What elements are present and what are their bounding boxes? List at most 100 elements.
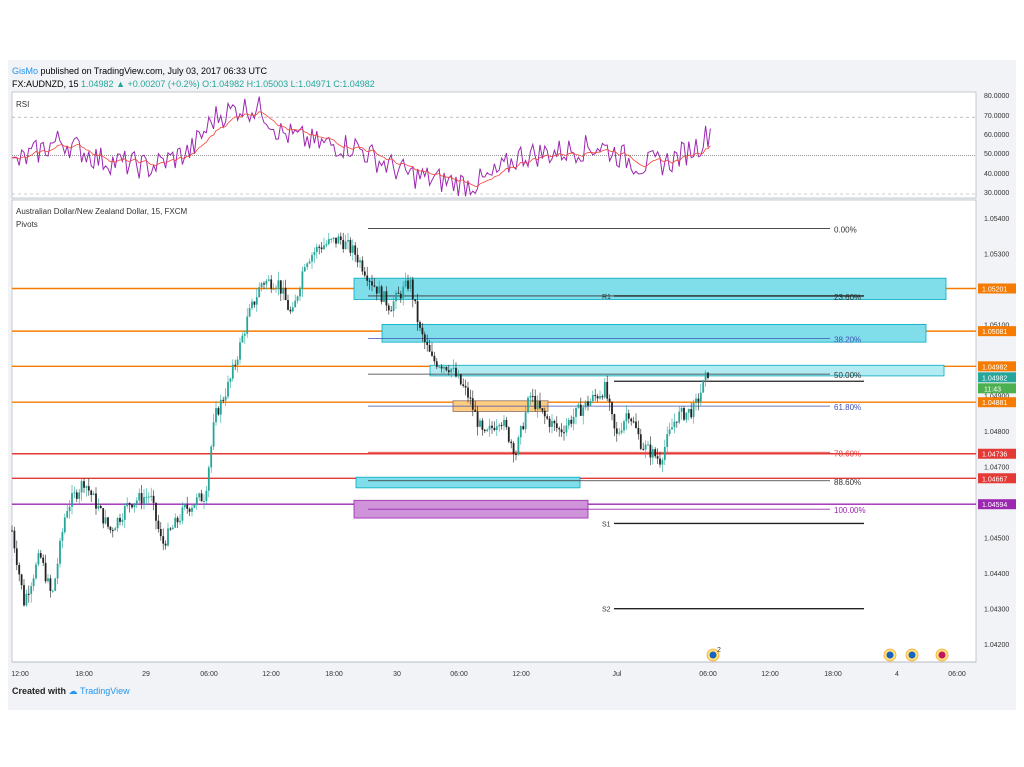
candle-body — [80, 481, 83, 493]
candle-body — [47, 578, 49, 582]
candle-body — [572, 416, 575, 424]
candle-body — [253, 301, 256, 305]
rsi-tick: 40.0000 — [984, 171, 1009, 178]
candle-body — [99, 506, 102, 509]
tradingview-brand[interactable]: TradingView — [80, 686, 130, 696]
time-axis[interactable]: 12:00 18:00 29 06:00 12:00 18:00 30 06:00 12:00 J… — [11, 671, 966, 678]
candle-body — [474, 409, 477, 412]
price-tick: 1.04700 — [984, 465, 1009, 472]
candle-body — [428, 344, 431, 352]
candle-body — [404, 280, 407, 287]
main-title: Australian Dollar/New Zealand Dollar, 15… — [16, 207, 188, 216]
candle-body — [615, 428, 618, 434]
symbol-label: FX:AUDNZD, 15 — [12, 79, 79, 89]
candle-body — [95, 493, 97, 509]
candle-body — [459, 374, 462, 385]
candle-body — [515, 454, 517, 456]
candle-body — [167, 528, 169, 546]
candle-body — [71, 493, 73, 507]
rsi-pane[interactable] — [11, 91, 977, 199]
candle-body — [23, 585, 25, 606]
fibonacci-retracement[interactable]: 0.00% 23.60% 38.20% 50.00% 61.80% 78.60% 88.60… — [368, 225, 866, 515]
candle-body — [239, 342, 241, 360]
price-tick: 1.04400 — [984, 571, 1009, 578]
zone-rect[interactable] — [355, 476, 581, 489]
candle-body — [231, 364, 234, 379]
tradingview-logo-icon: ☁ — [68, 686, 78, 696]
price-tick: 1.04800 — [984, 429, 1009, 436]
candle-body — [500, 424, 503, 426]
time-tick: 06:00 — [948, 671, 966, 678]
candle-body — [642, 448, 645, 450]
candle-body — [505, 419, 508, 428]
candle-body — [488, 425, 491, 430]
candle-body — [85, 486, 88, 488]
candle-body — [243, 333, 246, 336]
candle-body — [541, 408, 544, 411]
candle-body — [517, 437, 520, 455]
candle-body — [555, 423, 558, 429]
candle-body — [452, 367, 455, 369]
candle-body — [354, 245, 357, 255]
candle-body — [678, 411, 681, 423]
candle-body — [368, 280, 371, 282]
candle-body — [272, 288, 275, 290]
candle-body — [315, 246, 318, 253]
price-tick: 1.05300 — [984, 251, 1009, 258]
price-pane[interactable] — [11, 199, 977, 663]
candle-body — [575, 407, 577, 417]
event-badges[interactable]: 2 — [706, 647, 949, 662]
candle-body — [56, 563, 59, 579]
candle-body — [37, 553, 40, 565]
candle-body — [659, 458, 661, 465]
price-axis[interactable]: 1.05400 1.05300 1.05100 1.04900 1.04800 1.047… — [978, 216, 1016, 649]
candle-body — [277, 280, 280, 288]
pivot-label: S1 — [602, 521, 611, 528]
candle-body — [421, 327, 424, 335]
time-tick: 18:00 — [75, 671, 93, 678]
candle-body — [630, 418, 633, 422]
zone-rect[interactable] — [381, 323, 927, 343]
zone-rect[interactable] — [429, 364, 945, 377]
candle-body — [311, 255, 313, 262]
candle-body — [373, 285, 376, 287]
candle-body — [618, 432, 621, 434]
candle-body — [363, 271, 366, 276]
zone-rect[interactable] — [353, 277, 947, 300]
candle-body — [668, 429, 671, 435]
candle-body — [126, 502, 129, 507]
candle-body — [32, 578, 35, 587]
candle-body — [447, 370, 450, 373]
candle-body — [25, 593, 28, 606]
candle-body — [567, 419, 570, 426]
candle-body — [203, 500, 205, 502]
candle-body — [380, 286, 383, 302]
candle-body — [685, 412, 688, 420]
candle-body — [78, 492, 81, 499]
candle-body — [666, 434, 669, 447]
author-link[interactable]: GisMo — [12, 66, 39, 76]
candle-body — [462, 384, 465, 386]
candle-body — [198, 493, 201, 498]
candle-body — [248, 308, 251, 317]
candle-body — [702, 380, 705, 393]
candle-body — [11, 530, 13, 532]
candle-body — [73, 492, 76, 494]
last-price: 1.04982 — [81, 79, 114, 89]
candle-body — [431, 351, 433, 356]
time-tick: 06:00 — [450, 671, 468, 678]
created-with-label: Created with — [12, 686, 67, 696]
candle-body — [361, 260, 364, 272]
candle-body — [75, 492, 78, 499]
candle-body — [291, 307, 294, 312]
candle-body — [337, 236, 340, 244]
candle-body — [503, 419, 505, 426]
candle-body — [481, 420, 484, 430]
candle-body — [87, 486, 90, 491]
candle-body — [409, 279, 412, 289]
candle-body — [596, 396, 599, 399]
candle-body — [402, 286, 405, 299]
candle-body — [623, 421, 625, 431]
candle-body — [469, 397, 472, 399]
